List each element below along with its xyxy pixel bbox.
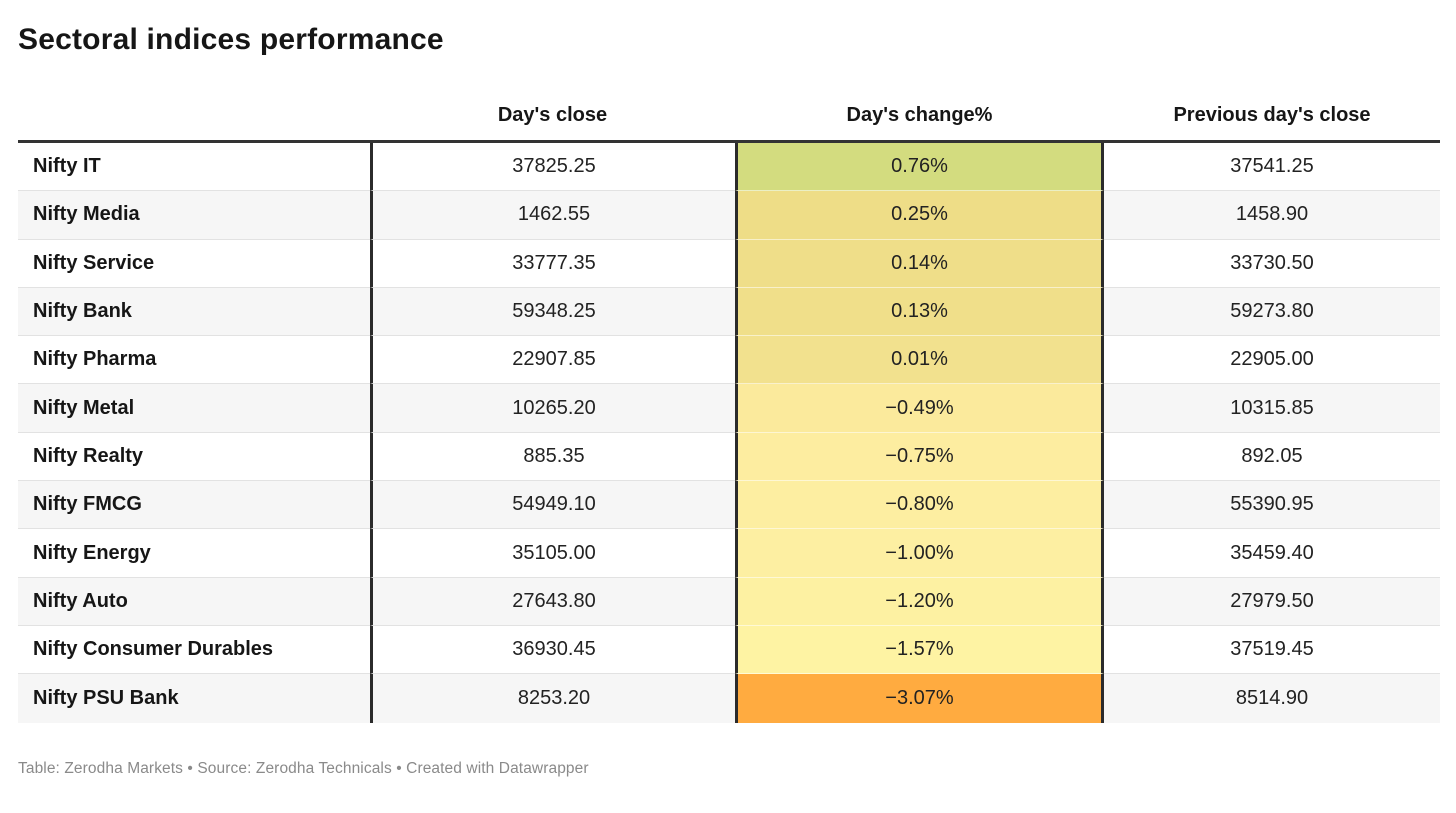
cell-close: 37825.25 (370, 143, 735, 192)
cell-prev: 22905.00 (1104, 336, 1440, 385)
table-row: Nifty IT 37825.25 0.76% 37541.25 (18, 143, 1440, 192)
row-label: Nifty Energy (18, 529, 370, 578)
cell-prev: 892.05 (1104, 432, 1440, 482)
cell-close: 22907.85 (370, 336, 735, 385)
cell-change: −0.80% (735, 481, 1104, 530)
row-label: Nifty Service (18, 239, 370, 288)
row-label: Nifty Metal (18, 384, 370, 433)
attribution-footer: Table: Zerodha Markets • Source: Zerodha… (18, 759, 589, 777)
page: Sectoral indices performance Day's close… (18, 23, 1440, 777)
cell-change: −0.49% (735, 384, 1104, 433)
cell-prev: 1458.90 (1104, 191, 1440, 240)
cell-change: −1.20% (735, 577, 1104, 626)
cell-prev: 37541.25 (1104, 143, 1440, 192)
cell-close: 59348.25 (370, 287, 735, 337)
table-row: Nifty Consumer Durables 36930.45 −1.57% … (18, 625, 1440, 675)
row-label: Nifty Media (18, 191, 370, 240)
row-label: Nifty Auto (18, 577, 370, 626)
table-row: Nifty Realty 885.35 −0.75% 892.05 (18, 432, 1440, 482)
cell-close: 8253.20 (370, 674, 735, 723)
cell-close: 10265.20 (370, 384, 735, 433)
cell-prev: 27979.50 (1104, 577, 1440, 626)
cell-prev: 35459.40 (1104, 529, 1440, 578)
cell-close: 35105.00 (370, 529, 735, 578)
table-row: Nifty Bank 59348.25 0.13% 59273.80 (18, 287, 1440, 337)
table-row: Nifty Metal 10265.20 −0.49% 10315.85 (18, 384, 1440, 433)
row-label: Nifty Pharma (18, 336, 370, 385)
table-row: Nifty Pharma 22907.85 0.01% 22905.00 (18, 336, 1440, 385)
cell-prev: 55390.95 (1104, 481, 1440, 530)
cell-change: −1.00% (735, 529, 1104, 578)
cell-close: 885.35 (370, 432, 735, 482)
table-row: Nifty Service 33777.35 0.14% 33730.50 (18, 239, 1440, 288)
cell-change: −0.75% (735, 432, 1104, 482)
page-title: Sectoral indices performance (18, 23, 444, 56)
cell-prev: 33730.50 (1104, 239, 1440, 288)
table-header-row: Day's close Day's change% Previous day's… (18, 104, 1440, 140)
cell-close: 1462.55 (370, 191, 735, 240)
row-label: Nifty Consumer Durables (18, 625, 370, 675)
cell-close: 27643.80 (370, 577, 735, 626)
cell-change: 0.76% (735, 143, 1104, 192)
cell-prev: 59273.80 (1104, 287, 1440, 337)
cell-change: 0.01% (735, 336, 1104, 385)
row-label: Nifty IT (18, 143, 370, 192)
cell-close: 36930.45 (370, 625, 735, 675)
cell-change: 0.14% (735, 239, 1104, 288)
row-label: Nifty PSU Bank (18, 674, 370, 723)
table-body: Nifty IT 37825.25 0.76% 37541.25 Nifty M… (18, 140, 1440, 723)
row-label: Nifty Realty (18, 432, 370, 482)
row-label: Nifty FMCG (18, 481, 370, 530)
row-label: Nifty Bank (18, 287, 370, 337)
cell-change: 0.25% (735, 191, 1104, 240)
table-row: Nifty PSU Bank 8253.20 −3.07% 8514.90 (18, 674, 1440, 723)
cell-prev: 37519.45 (1104, 625, 1440, 675)
column-header-days-close[interactable]: Day's close (497, 104, 608, 126)
cell-prev: 10315.85 (1104, 384, 1440, 433)
cell-prev: 8514.90 (1104, 674, 1440, 723)
table-row: Nifty FMCG 54949.10 −0.80% 55390.95 (18, 481, 1440, 530)
table-row: Nifty Energy 35105.00 −1.00% 35459.40 (18, 529, 1440, 578)
cell-change: −1.57% (735, 625, 1104, 675)
cell-close: 33777.35 (370, 239, 735, 288)
cell-change: 0.13% (735, 287, 1104, 337)
table-row: Nifty Media 1462.55 0.25% 1458.90 (18, 191, 1440, 240)
cell-close: 54949.10 (370, 481, 735, 530)
column-header-days-change[interactable]: Day's change% (846, 104, 993, 126)
table-row: Nifty Auto 27643.80 −1.20% 27979.50 (18, 577, 1440, 626)
column-header-previous-close[interactable]: Previous day's close (1173, 104, 1371, 126)
cell-change: −3.07% (735, 674, 1104, 723)
